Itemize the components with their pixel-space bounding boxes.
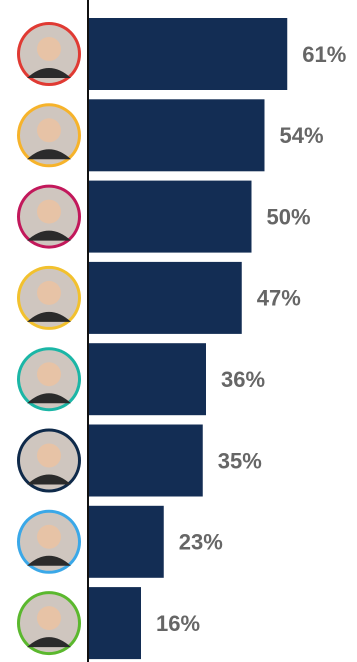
avatar-head xyxy=(37,443,61,468)
avatar-body xyxy=(27,393,71,404)
value-label: 16% xyxy=(156,611,200,636)
value-label: 47% xyxy=(257,286,301,311)
value-label: 35% xyxy=(218,448,262,473)
value-label: 36% xyxy=(221,367,265,392)
value-label: 50% xyxy=(267,204,311,229)
avatar-body xyxy=(27,311,71,322)
avatar-head xyxy=(37,199,61,224)
avatar-head xyxy=(37,362,61,387)
bar xyxy=(89,18,288,90)
avatar-body xyxy=(27,555,71,566)
avatar-head xyxy=(37,118,61,143)
avatar-body xyxy=(27,637,71,648)
bar xyxy=(89,180,252,253)
bar xyxy=(89,424,203,497)
avatar-body xyxy=(27,68,71,78)
avatar-body xyxy=(27,149,71,160)
avatar-head xyxy=(37,606,61,631)
avatar-body xyxy=(27,474,71,485)
bar xyxy=(89,505,164,578)
bar xyxy=(89,261,242,334)
avatar-head xyxy=(37,524,61,549)
avatar-head xyxy=(37,37,61,61)
bar xyxy=(89,99,265,172)
bar xyxy=(89,343,206,416)
avatar-head xyxy=(37,280,61,305)
value-label: 54% xyxy=(280,123,324,148)
bar xyxy=(89,587,141,660)
value-label: 61% xyxy=(302,42,346,67)
avatar-body xyxy=(27,230,71,241)
value-label: 23% xyxy=(179,530,223,555)
